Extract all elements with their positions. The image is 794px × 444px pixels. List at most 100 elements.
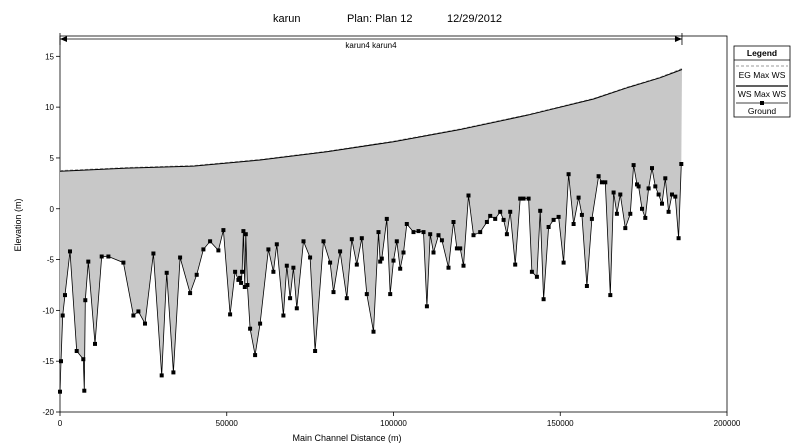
series-ws-max-ws-line — [59, 69, 683, 172]
ground-point — [534, 274, 539, 279]
ground-point — [676, 236, 681, 241]
y-tick-label: 10 — [45, 103, 54, 112]
ground-point — [384, 216, 389, 221]
ground-point — [221, 228, 226, 233]
ground-point — [618, 192, 623, 197]
ground-point — [274, 242, 279, 247]
reach-arrow-left-icon — [60, 36, 67, 42]
ground-point — [371, 329, 376, 334]
ground-point — [518, 196, 523, 201]
ground-point — [178, 255, 183, 260]
ground-point — [404, 222, 409, 226]
ground-point — [526, 196, 531, 201]
ground-point — [281, 313, 286, 318]
ground-point — [379, 256, 384, 261]
ground-point — [636, 184, 641, 189]
x-tick-label: 150000 — [547, 419, 574, 428]
ground-point — [151, 251, 156, 256]
ground-point — [643, 215, 648, 220]
ground-point — [136, 309, 141, 314]
ground-point — [504, 232, 509, 237]
x-tick-label: 200000 — [714, 419, 741, 428]
ground-point — [446, 265, 451, 270]
ground-point — [354, 262, 359, 267]
ground-point — [58, 389, 62, 394]
legend-entry-eg: EG Max WS — [739, 70, 786, 80]
ground-point — [253, 353, 258, 358]
ground-point — [242, 285, 247, 289]
ground-point — [451, 220, 456, 224]
ground-point — [508, 209, 513, 214]
ground-point — [81, 357, 86, 362]
ground-point — [121, 260, 126, 265]
ground-point — [349, 237, 354, 242]
ground-point — [556, 214, 561, 219]
ground-point — [576, 195, 581, 200]
ground-point — [529, 269, 534, 274]
ground-point — [131, 313, 136, 318]
ground-point — [589, 216, 594, 221]
ground-point — [60, 313, 65, 318]
ground-point — [391, 258, 396, 263]
ground-point — [640, 206, 644, 211]
ground-point — [646, 186, 651, 191]
ground-point — [436, 233, 441, 238]
ground-point — [614, 211, 619, 216]
ground-point — [239, 280, 244, 285]
ground-point — [471, 233, 476, 238]
ground-point — [294, 306, 299, 311]
ground-point — [271, 269, 276, 274]
ground-point — [258, 321, 263, 326]
ground-point — [93, 341, 97, 346]
ground-point — [631, 163, 636, 168]
ground-point — [394, 239, 399, 244]
ground-point — [74, 349, 79, 353]
ground-point — [673, 194, 678, 199]
ground-point — [663, 176, 668, 181]
ground-point — [461, 263, 466, 268]
ground-point — [86, 259, 91, 264]
y-axis-title: Elevation (m) — [13, 198, 23, 251]
ground-point — [650, 166, 654, 171]
ground-point — [656, 192, 661, 197]
ground-point — [421, 230, 426, 235]
ground-point — [106, 254, 111, 259]
ground-point — [284, 263, 289, 268]
ground-point — [328, 260, 333, 265]
ground-point — [608, 293, 613, 298]
y-tick-label: -20 — [42, 408, 54, 417]
ground-point — [398, 266, 403, 271]
ground-point — [83, 298, 88, 303]
ground-point — [416, 229, 421, 234]
ground-point — [599, 180, 604, 185]
ground-point — [331, 290, 336, 295]
ground-point — [388, 292, 393, 297]
x-tick-label: 50000 — [216, 419, 239, 428]
x-axis-title: Main Channel Distance (m) — [292, 433, 401, 443]
ground-point — [521, 196, 526, 201]
legend-entry-ws: WS Max WS — [738, 89, 786, 99]
x-tick-label: 0 — [58, 419, 63, 428]
ground-point — [488, 213, 493, 218]
ground-point — [478, 230, 483, 235]
ground-point — [454, 246, 459, 251]
ground-point — [458, 246, 463, 251]
ground-point — [401, 250, 406, 255]
ground-point — [159, 373, 164, 378]
ground-point — [63, 293, 67, 298]
ground-point — [238, 275, 243, 280]
legend: Legend EG Max WS WS Max WS Ground — [733, 45, 791, 118]
legend-entry-ground: Ground — [748, 106, 777, 116]
ground-point — [376, 230, 381, 235]
ground-point — [561, 260, 566, 265]
ground-point — [241, 229, 246, 234]
y-tick-label: 5 — [50, 154, 55, 163]
ground-point — [201, 247, 206, 252]
legend-box — [733, 45, 791, 118]
ground-point — [484, 220, 489, 224]
ground-markers — [58, 162, 684, 394]
ground-point — [541, 297, 546, 302]
ground-point — [428, 232, 433, 237]
ground-point — [579, 212, 584, 217]
